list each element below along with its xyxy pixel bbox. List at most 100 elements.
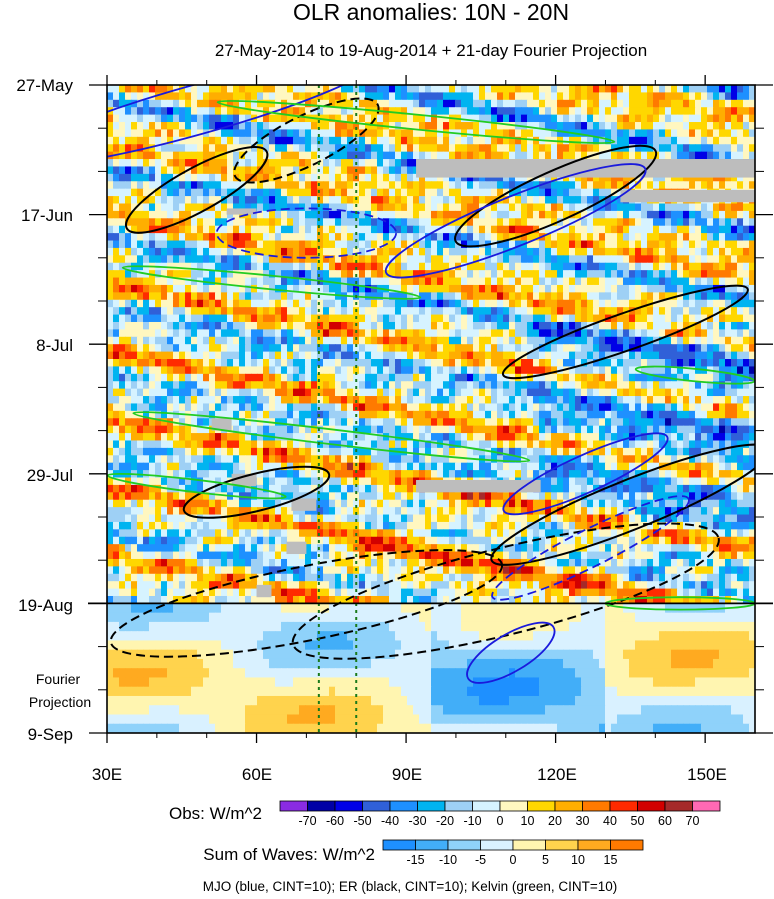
heatmap-cell — [287, 255, 294, 264]
heatmap-cell — [341, 373, 348, 382]
heatmap-cell — [587, 144, 594, 153]
heatmap-cell — [371, 396, 378, 405]
heatmap-cell — [407, 284, 414, 293]
heatmap-cell — [251, 366, 258, 375]
heatmap-cell — [119, 344, 126, 353]
heatmap-cell — [365, 181, 372, 190]
heatmap-cell — [245, 188, 252, 197]
heatmap-cell — [629, 418, 636, 427]
heatmap-cell — [209, 403, 216, 412]
heatmap-cell — [533, 299, 540, 308]
heatmap-cell — [563, 344, 570, 353]
heatmap-cell — [485, 388, 492, 397]
heatmap-cell — [419, 314, 426, 323]
heatmap-cell — [269, 410, 276, 419]
heatmap-cell — [317, 166, 324, 175]
heatmap-cell — [311, 151, 318, 160]
heatmap-cell — [539, 336, 546, 345]
heatmap-cell — [437, 151, 444, 160]
heatmap-cell — [281, 107, 288, 116]
heatmap-cell — [509, 210, 516, 219]
heatmap-cell — [173, 344, 180, 353]
heatmap-cell — [749, 144, 755, 153]
heatmap-cell — [383, 329, 390, 338]
heatmap-cell — [317, 388, 324, 397]
heatmap-cell — [311, 188, 318, 197]
heatmap-cell — [719, 92, 726, 101]
heatmap-cell — [233, 307, 240, 316]
heatmap-cell — [293, 344, 300, 353]
heatmap-cell — [155, 396, 162, 405]
heatmap-cell — [437, 122, 444, 131]
heatmap-cell — [707, 321, 714, 330]
heatmap-cell — [155, 151, 162, 160]
heatmap-cell — [377, 366, 384, 375]
heatmap-cell — [725, 225, 732, 234]
heatmap-cell — [467, 151, 474, 160]
heatmap-cell — [347, 359, 354, 368]
heatmap-cell — [527, 107, 534, 116]
heatmap-cell — [233, 284, 240, 293]
heatmap-cell — [167, 270, 174, 279]
heatmap-cell — [317, 366, 324, 375]
heatmap-cell — [563, 418, 570, 427]
heatmap-cell — [479, 225, 486, 234]
heatmap-cell — [671, 144, 678, 153]
heatmap-cell — [359, 388, 366, 397]
heatmap-cell — [467, 255, 474, 264]
heatmap-cell — [641, 151, 648, 160]
heatmap-cell — [737, 218, 744, 227]
heatmap-cell — [179, 218, 186, 227]
heatmap-cell — [383, 366, 390, 375]
heatmap-cell — [215, 359, 222, 368]
heatmap-cell — [521, 381, 528, 390]
heatmap-cell — [677, 373, 684, 382]
heatmap-cell — [539, 225, 546, 234]
heatmap-cell — [701, 218, 708, 227]
heatmap-cell — [533, 136, 540, 145]
heatmap-cell — [143, 85, 150, 94]
heatmap-cell — [419, 247, 426, 256]
heatmap-cell — [569, 136, 576, 145]
heatmap-cell — [737, 107, 744, 116]
heatmap-cell — [503, 277, 510, 286]
heatmap-cell — [311, 336, 318, 345]
heatmap-cell — [551, 329, 558, 338]
heatmap-cell — [317, 255, 324, 264]
heatmap-cell — [551, 314, 558, 323]
heatmap-cell — [701, 255, 708, 264]
heatmap-cell — [365, 351, 372, 360]
heatmap-cell — [545, 284, 552, 293]
heatmap-cell — [431, 188, 438, 197]
heatmap-cell — [197, 247, 204, 256]
heatmap-cell — [527, 85, 534, 94]
heatmap-cell — [161, 196, 168, 205]
heatmap-cell — [251, 321, 258, 330]
heatmap-cell — [725, 181, 732, 190]
heatmap-cell — [497, 247, 504, 256]
heatmap-cell — [485, 225, 492, 234]
heatmap-cell — [473, 196, 480, 205]
heatmap-cell — [389, 336, 396, 345]
heatmap-cell — [281, 233, 288, 242]
heatmap-cell — [473, 181, 480, 190]
heatmap-cell — [191, 99, 198, 108]
heatmap-cell — [569, 351, 576, 360]
heatmap-cell — [293, 85, 300, 94]
heatmap-cell — [497, 403, 504, 412]
heatmap-cell — [743, 203, 750, 212]
heatmap-cell — [263, 292, 270, 301]
heatmap-cell — [719, 129, 726, 138]
heatmap-cell — [185, 425, 192, 434]
heatmap-cell — [527, 403, 534, 412]
heatmap-cell — [521, 210, 528, 219]
heatmap-cell — [473, 107, 480, 116]
heatmap-cell — [635, 351, 642, 360]
heatmap-cell — [281, 329, 288, 338]
heatmap-cell — [365, 314, 372, 323]
heatmap-cell — [413, 344, 420, 353]
heatmap-cell — [377, 336, 384, 345]
heatmap-cell — [695, 336, 702, 345]
heatmap-cell — [317, 396, 324, 405]
heatmap-cell — [623, 284, 630, 293]
